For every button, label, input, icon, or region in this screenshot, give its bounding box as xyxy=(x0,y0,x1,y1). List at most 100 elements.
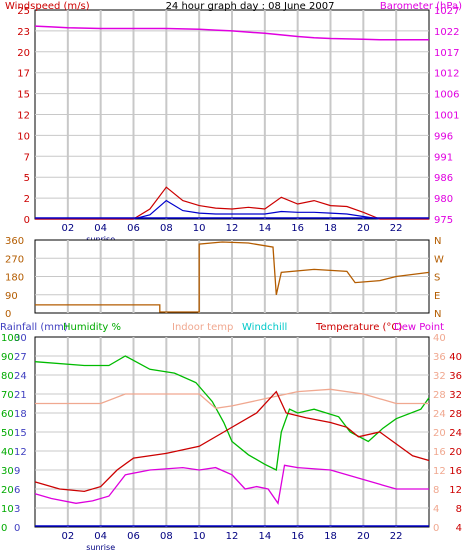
humidity-tick-label: 20 xyxy=(1,485,14,496)
x-tick-label: 02 xyxy=(61,223,74,234)
series-barometer xyxy=(34,25,429,41)
humidity-tick-label: 10 xyxy=(1,504,14,515)
legend-label: Temperature (°C) xyxy=(315,322,402,333)
right-tick-label: 980 xyxy=(434,194,453,205)
right-tick-label: 1022 xyxy=(434,27,459,38)
left-tick-label: 15 xyxy=(17,90,30,101)
left-tick-label: 10 xyxy=(17,131,30,142)
temp-tick-label-a: 12 xyxy=(433,466,446,477)
x-tick-label: 16 xyxy=(291,223,304,234)
x-tick-label: 10 xyxy=(193,223,206,234)
right-tick-label: 996 xyxy=(434,131,453,142)
humidity-tick-label: 40 xyxy=(1,447,14,458)
temp-tick-label-a: 20 xyxy=(433,428,446,439)
rain-tick-label: 24 xyxy=(14,371,27,382)
x-tick-label: 22 xyxy=(390,223,403,234)
temp-tick-label-b: 36 xyxy=(449,371,462,382)
compass-tick-label: W xyxy=(434,254,444,265)
legend-label: Windchill xyxy=(242,322,287,333)
temp-tick-label-a: 24 xyxy=(433,409,446,420)
temp-tick-label-b: 12 xyxy=(449,485,462,496)
right-tick-label: 1017 xyxy=(434,48,459,59)
right-tick-label: 1001 xyxy=(434,111,459,122)
x-tick-label: 04 xyxy=(94,223,107,234)
humidity-tick-label: 0 xyxy=(1,523,7,534)
left-tick-label: 23 xyxy=(17,27,30,38)
direction-tick-label: 0 xyxy=(5,309,11,320)
series-wind_gust xyxy=(35,186,429,220)
temp-tick-label-a: 32 xyxy=(433,371,446,382)
left-tick-label: 5 xyxy=(24,173,30,184)
direction-tick-label: 90 xyxy=(5,291,18,302)
left-tick-label: 0 xyxy=(24,215,30,226)
x-tick-label: 06 xyxy=(127,531,140,542)
x-tick-label: 08 xyxy=(160,223,173,234)
series-humidity xyxy=(34,355,430,471)
humidity-tick-label: 80 xyxy=(1,371,14,382)
rain-tick-label: 27 xyxy=(14,352,27,363)
compass-tick-label: N xyxy=(434,309,441,320)
rain-tick-label: 3 xyxy=(14,504,20,515)
humidity-tick-label: 70 xyxy=(1,390,14,401)
legend-label: Rainfall (mm) xyxy=(0,322,68,333)
left-tick-label: 17 xyxy=(17,69,30,80)
legend-label: Humidity % xyxy=(63,322,121,333)
temp-tick-label-b: 16 xyxy=(449,466,462,477)
x-tick-label: 20 xyxy=(357,531,370,542)
left-axis-title: Windspeed (m/s) xyxy=(5,1,90,12)
x-tick-label: 14 xyxy=(258,223,271,234)
rain-tick-label: 21 xyxy=(14,390,27,401)
temp-tick-label-a: 0 xyxy=(433,523,439,534)
x-tick-label: 12 xyxy=(226,223,239,234)
rain-tick-label: 15 xyxy=(14,428,27,439)
temp-tick-label-b: 24 xyxy=(449,428,462,439)
temp-tick-label-b: 8 xyxy=(456,504,462,515)
rain-tick-label: 18 xyxy=(14,409,27,420)
left-tick-label: 7 xyxy=(24,152,30,163)
compass-tick-label: E xyxy=(434,291,440,302)
series-indoor_temp xyxy=(35,388,429,409)
rain-tick-label: 0 xyxy=(14,523,20,534)
left-tick-label: 20 xyxy=(17,48,30,59)
compass-tick-label: N xyxy=(434,236,441,247)
x-tick-label: 16 xyxy=(291,531,304,542)
temp-tick-label-a: 28 xyxy=(433,390,446,401)
temp-tick-label-a: 40 xyxy=(433,333,446,344)
humidity-tick-label: 60 xyxy=(1,409,14,420)
humidity-tick-label: 50 xyxy=(1,428,14,439)
direction-tick-label: 180 xyxy=(5,273,24,284)
rain-tick-label: 6 xyxy=(14,485,20,496)
x-tick-label: 12 xyxy=(226,531,239,542)
direction-tick-label: 270 xyxy=(5,254,24,265)
right-tick-label: 975 xyxy=(434,215,453,226)
x-tick-label: 22 xyxy=(390,531,403,542)
series-wind_direction xyxy=(35,241,430,313)
right-axis-title: Barometer (hPa) xyxy=(380,1,462,12)
direction-tick-label: 360 xyxy=(5,236,24,247)
temp-tick-label-b: 28 xyxy=(449,409,462,420)
legend-label: Indoor temp xyxy=(172,322,233,333)
humidity-tick-label: 30 xyxy=(1,466,14,477)
right-tick-label: 991 xyxy=(434,152,453,163)
right-tick-label: 1006 xyxy=(434,90,459,101)
rain-tick-label: 12 xyxy=(14,447,27,458)
temp-tick-label-b: 32 xyxy=(449,390,462,401)
left-tick-label: 2 xyxy=(24,194,30,205)
temp-tick-label-b: 20 xyxy=(449,447,462,458)
rain-tick-label: 9 xyxy=(14,466,20,477)
temp-tick-label-b: 40 xyxy=(449,352,462,363)
x-tick-label: 20 xyxy=(357,223,370,234)
temp-tick-label-a: 4 xyxy=(433,504,439,515)
right-tick-label: 986 xyxy=(434,173,453,184)
series-temperature xyxy=(34,390,430,493)
x-tick-label: 18 xyxy=(324,223,337,234)
x-tick-label: 02 xyxy=(61,531,74,542)
x-tick-label: 04 xyxy=(94,531,107,542)
x-tick-label: 06 xyxy=(127,223,140,234)
series-dew_point xyxy=(34,464,429,505)
humidity-tick-label: 100 xyxy=(1,333,20,344)
left-tick-label: 12 xyxy=(17,111,30,122)
x-tick-label: 08 xyxy=(160,531,173,542)
x-note-label: sunrise xyxy=(86,543,115,552)
